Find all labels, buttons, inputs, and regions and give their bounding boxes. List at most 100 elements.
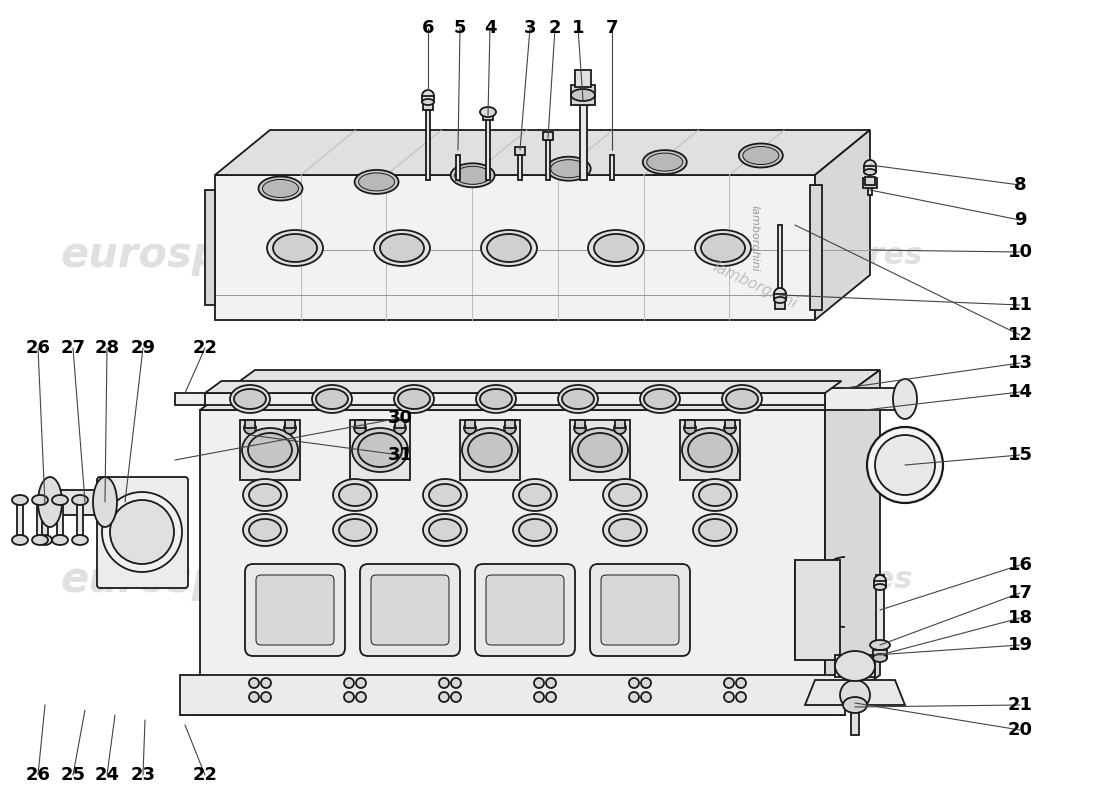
- Bar: [37, 500, 43, 540]
- Ellipse shape: [102, 492, 182, 572]
- Text: 10: 10: [1008, 243, 1033, 261]
- Text: 3: 3: [524, 19, 537, 37]
- Ellipse shape: [422, 90, 435, 102]
- Text: 19: 19: [1008, 636, 1033, 654]
- Bar: [876, 575, 884, 645]
- Bar: [835, 655, 874, 677]
- Ellipse shape: [684, 422, 696, 434]
- Ellipse shape: [32, 495, 48, 505]
- Ellipse shape: [698, 484, 732, 506]
- Bar: [515, 147, 525, 155]
- Polygon shape: [205, 190, 214, 305]
- Ellipse shape: [504, 422, 516, 434]
- Ellipse shape: [551, 160, 586, 178]
- Ellipse shape: [701, 234, 745, 262]
- Text: 16: 16: [1008, 556, 1033, 574]
- Bar: [505, 420, 515, 428]
- Ellipse shape: [722, 385, 762, 413]
- Ellipse shape: [864, 169, 876, 175]
- Text: 6: 6: [421, 19, 434, 37]
- Text: 20: 20: [1008, 721, 1033, 739]
- Ellipse shape: [693, 514, 737, 546]
- Ellipse shape: [642, 150, 686, 174]
- Ellipse shape: [429, 519, 461, 541]
- Ellipse shape: [476, 385, 516, 413]
- Bar: [456, 155, 460, 180]
- Ellipse shape: [739, 143, 783, 167]
- Ellipse shape: [339, 519, 371, 541]
- Text: eurospares: eurospares: [430, 234, 693, 276]
- Polygon shape: [175, 393, 205, 405]
- Ellipse shape: [726, 389, 758, 409]
- Ellipse shape: [562, 389, 594, 409]
- Text: autospares: autospares: [730, 241, 923, 270]
- Ellipse shape: [609, 484, 641, 506]
- Ellipse shape: [724, 678, 734, 688]
- Bar: [774, 294, 786, 300]
- Ellipse shape: [52, 535, 68, 545]
- Text: eurospares: eurospares: [60, 559, 323, 601]
- Text: eurospares: eurospares: [60, 234, 323, 276]
- Polygon shape: [205, 381, 842, 393]
- Ellipse shape: [72, 495, 88, 505]
- Bar: [610, 155, 614, 180]
- Text: 28: 28: [95, 339, 120, 357]
- Bar: [422, 96, 435, 102]
- Ellipse shape: [267, 230, 323, 266]
- Ellipse shape: [578, 433, 621, 467]
- Bar: [580, 105, 587, 180]
- Ellipse shape: [864, 160, 876, 172]
- Ellipse shape: [534, 678, 544, 688]
- Ellipse shape: [640, 385, 680, 413]
- FancyBboxPatch shape: [590, 564, 690, 656]
- Text: autospares: autospares: [720, 566, 912, 594]
- Bar: [350, 420, 410, 480]
- Bar: [865, 177, 874, 185]
- Ellipse shape: [874, 435, 935, 495]
- Polygon shape: [200, 370, 880, 410]
- Ellipse shape: [588, 230, 643, 266]
- Ellipse shape: [454, 166, 491, 184]
- Ellipse shape: [724, 422, 736, 434]
- Ellipse shape: [424, 514, 468, 546]
- Ellipse shape: [243, 514, 287, 546]
- Ellipse shape: [647, 153, 683, 171]
- Text: 14: 14: [1008, 383, 1033, 401]
- Ellipse shape: [333, 479, 377, 511]
- Text: lamborghini: lamborghini: [710, 259, 799, 311]
- Bar: [57, 500, 63, 540]
- Polygon shape: [815, 130, 870, 320]
- Ellipse shape: [39, 477, 62, 527]
- Bar: [16, 500, 23, 540]
- Ellipse shape: [398, 389, 430, 409]
- Ellipse shape: [843, 697, 867, 713]
- Ellipse shape: [94, 477, 117, 527]
- Ellipse shape: [261, 678, 271, 688]
- Text: 31: 31: [387, 446, 412, 464]
- Ellipse shape: [464, 422, 476, 434]
- Ellipse shape: [893, 379, 917, 419]
- Ellipse shape: [468, 433, 512, 467]
- Ellipse shape: [481, 230, 537, 266]
- Ellipse shape: [513, 514, 557, 546]
- Bar: [483, 112, 493, 120]
- Ellipse shape: [352, 428, 408, 472]
- Ellipse shape: [312, 385, 352, 413]
- FancyBboxPatch shape: [475, 564, 575, 656]
- Ellipse shape: [12, 535, 28, 545]
- Bar: [810, 185, 822, 310]
- Ellipse shape: [249, 678, 258, 688]
- Ellipse shape: [12, 495, 28, 505]
- Text: 24: 24: [95, 766, 120, 784]
- Text: 8: 8: [1014, 176, 1026, 194]
- Bar: [680, 420, 740, 480]
- Ellipse shape: [688, 433, 732, 467]
- Ellipse shape: [284, 422, 296, 434]
- Bar: [864, 166, 876, 172]
- Ellipse shape: [736, 678, 746, 688]
- Bar: [795, 560, 840, 660]
- FancyBboxPatch shape: [245, 564, 345, 656]
- Ellipse shape: [354, 422, 366, 434]
- FancyBboxPatch shape: [371, 575, 449, 645]
- Bar: [851, 705, 859, 735]
